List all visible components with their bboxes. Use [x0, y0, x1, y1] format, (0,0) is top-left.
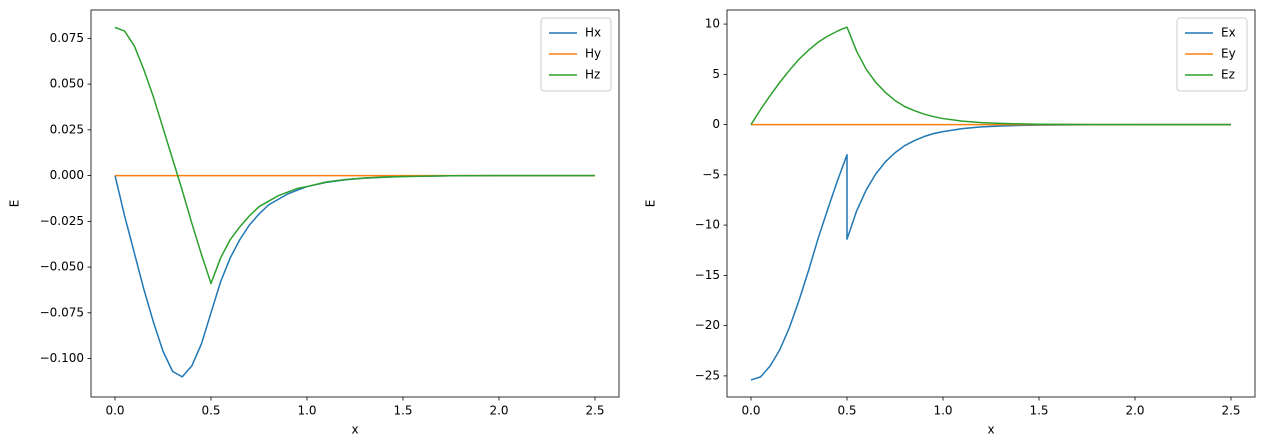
x-axis-label: x [351, 423, 358, 437]
legend-label: Ey [1221, 47, 1236, 61]
y-tick-label: −10 [695, 218, 720, 232]
y-axis-label: E [8, 200, 22, 208]
y-tick-label: 10 [705, 17, 720, 31]
y-tick-label: 0.050 [50, 77, 84, 91]
axes-frame [90, 9, 620, 398]
y-tick-label: −0.050 [40, 260, 84, 274]
legend-label: Hz [585, 68, 600, 82]
y-tick-label: −0.100 [40, 351, 84, 365]
y-tick-label: −0.025 [40, 214, 84, 228]
y-axis-label: E [644, 200, 658, 208]
x-axis-label: x [987, 423, 994, 437]
y-tick-label: 0.075 [50, 31, 84, 45]
y-tick-label: 0.000 [50, 168, 84, 182]
legend-label: Hx [585, 26, 601, 40]
x-tick-label: 2.5 [1221, 404, 1240, 418]
legend: Hx Hy Hz [540, 17, 612, 92]
data-line [750, 26, 1231, 126]
y-tick-label: 5 [712, 67, 720, 81]
x-tick-label: 1.5 [393, 404, 412, 418]
x-tick-label: 2.5 [585, 404, 604, 418]
legend-label: Ez [1221, 68, 1235, 82]
y-tick-label: −20 [695, 318, 720, 332]
x-tick-label: 1.0 [933, 404, 952, 418]
x-tick-label: 2.0 [489, 404, 508, 418]
x-tick-label: 0.0 [741, 404, 760, 418]
x-tick-label: 1.0 [297, 404, 316, 418]
y-tick-label: 0.025 [50, 122, 84, 136]
x-tick-label: 2.0 [1125, 404, 1144, 418]
data-line [750, 123, 1231, 381]
x-tick-label: 0.0 [105, 404, 124, 418]
y-tick-label: −25 [695, 368, 720, 382]
data-line [114, 26, 595, 285]
y-tick-label: −15 [695, 268, 720, 282]
x-tick-label: 0.5 [837, 404, 856, 418]
axes-frame [726, 9, 1256, 398]
axes: 0.0 0.5 1.0 1.5 2.0 2.5 −25 −20 −15 −10 −5 0 5 10 x E Ex… [644, 9, 1256, 437]
x-tick-label: 1.5 [1029, 404, 1048, 418]
y-tick-label: −5 [702, 167, 720, 181]
legend: Ex Ey Ez [1176, 17, 1248, 92]
legend-label: Hy [585, 47, 601, 61]
y-tick-label: −0.075 [40, 305, 84, 319]
axes: 0.0 0.5 1.0 1.5 2.0 2.5 −0.100 −0.075 −0.050 −0.0… [8, 9, 620, 437]
y-tick-label: 0 [712, 117, 720, 131]
x-tick-label: 0.5 [201, 404, 220, 418]
legend-label: Ex [1221, 26, 1236, 40]
